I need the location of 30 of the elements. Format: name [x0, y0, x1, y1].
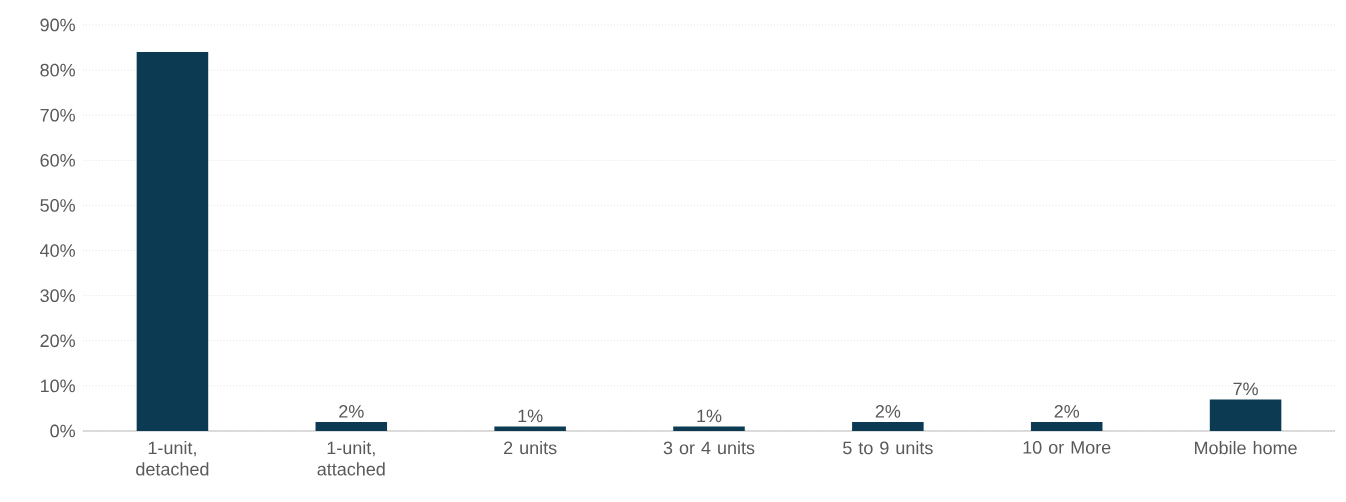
data-label: 1%: [518, 409, 543, 423]
y-tick-label: 40%: [40, 244, 75, 257]
bar: [1030, 421, 1103, 431]
bar: [1209, 399, 1282, 431]
data-label: 2%: [1054, 405, 1080, 418]
x-tick-label: 1-unit, attached: [317, 441, 385, 476]
x-tick-label: 3 or 4 units: [663, 441, 755, 455]
data-label: 2%: [339, 405, 364, 418]
bar: [494, 426, 566, 431]
data-label: 1%: [697, 409, 722, 423]
y-tick-label: 10%: [40, 379, 75, 393]
data-label: 7%: [1233, 382, 1258, 396]
x-tick-label: 2 units: [504, 441, 557, 455]
x-tick-label: 1-unit, detached: [136, 441, 209, 476]
y-tick-label: 80%: [40, 63, 75, 77]
bar: [315, 421, 388, 431]
y-tick-label: 50%: [40, 199, 75, 212]
bar: [852, 421, 924, 431]
y-tick-label: 60%: [40, 153, 75, 167]
y-tick-label: 20%: [40, 334, 75, 348]
bar: [673, 426, 745, 431]
y-tick-label: 90%: [40, 18, 75, 32]
bar: [136, 52, 209, 431]
x-tick-label: 10 or More: [1023, 441, 1111, 454]
x-tick-label: Mobile home: [1195, 441, 1297, 455]
y-tick-label: 30%: [40, 289, 75, 303]
data-label: 2%: [875, 405, 901, 418]
y-tick-label: 0%: [50, 424, 75, 438]
y-tick-label: 70%: [40, 108, 75, 122]
x-tick-label: 5 to 9 units: [843, 441, 933, 455]
